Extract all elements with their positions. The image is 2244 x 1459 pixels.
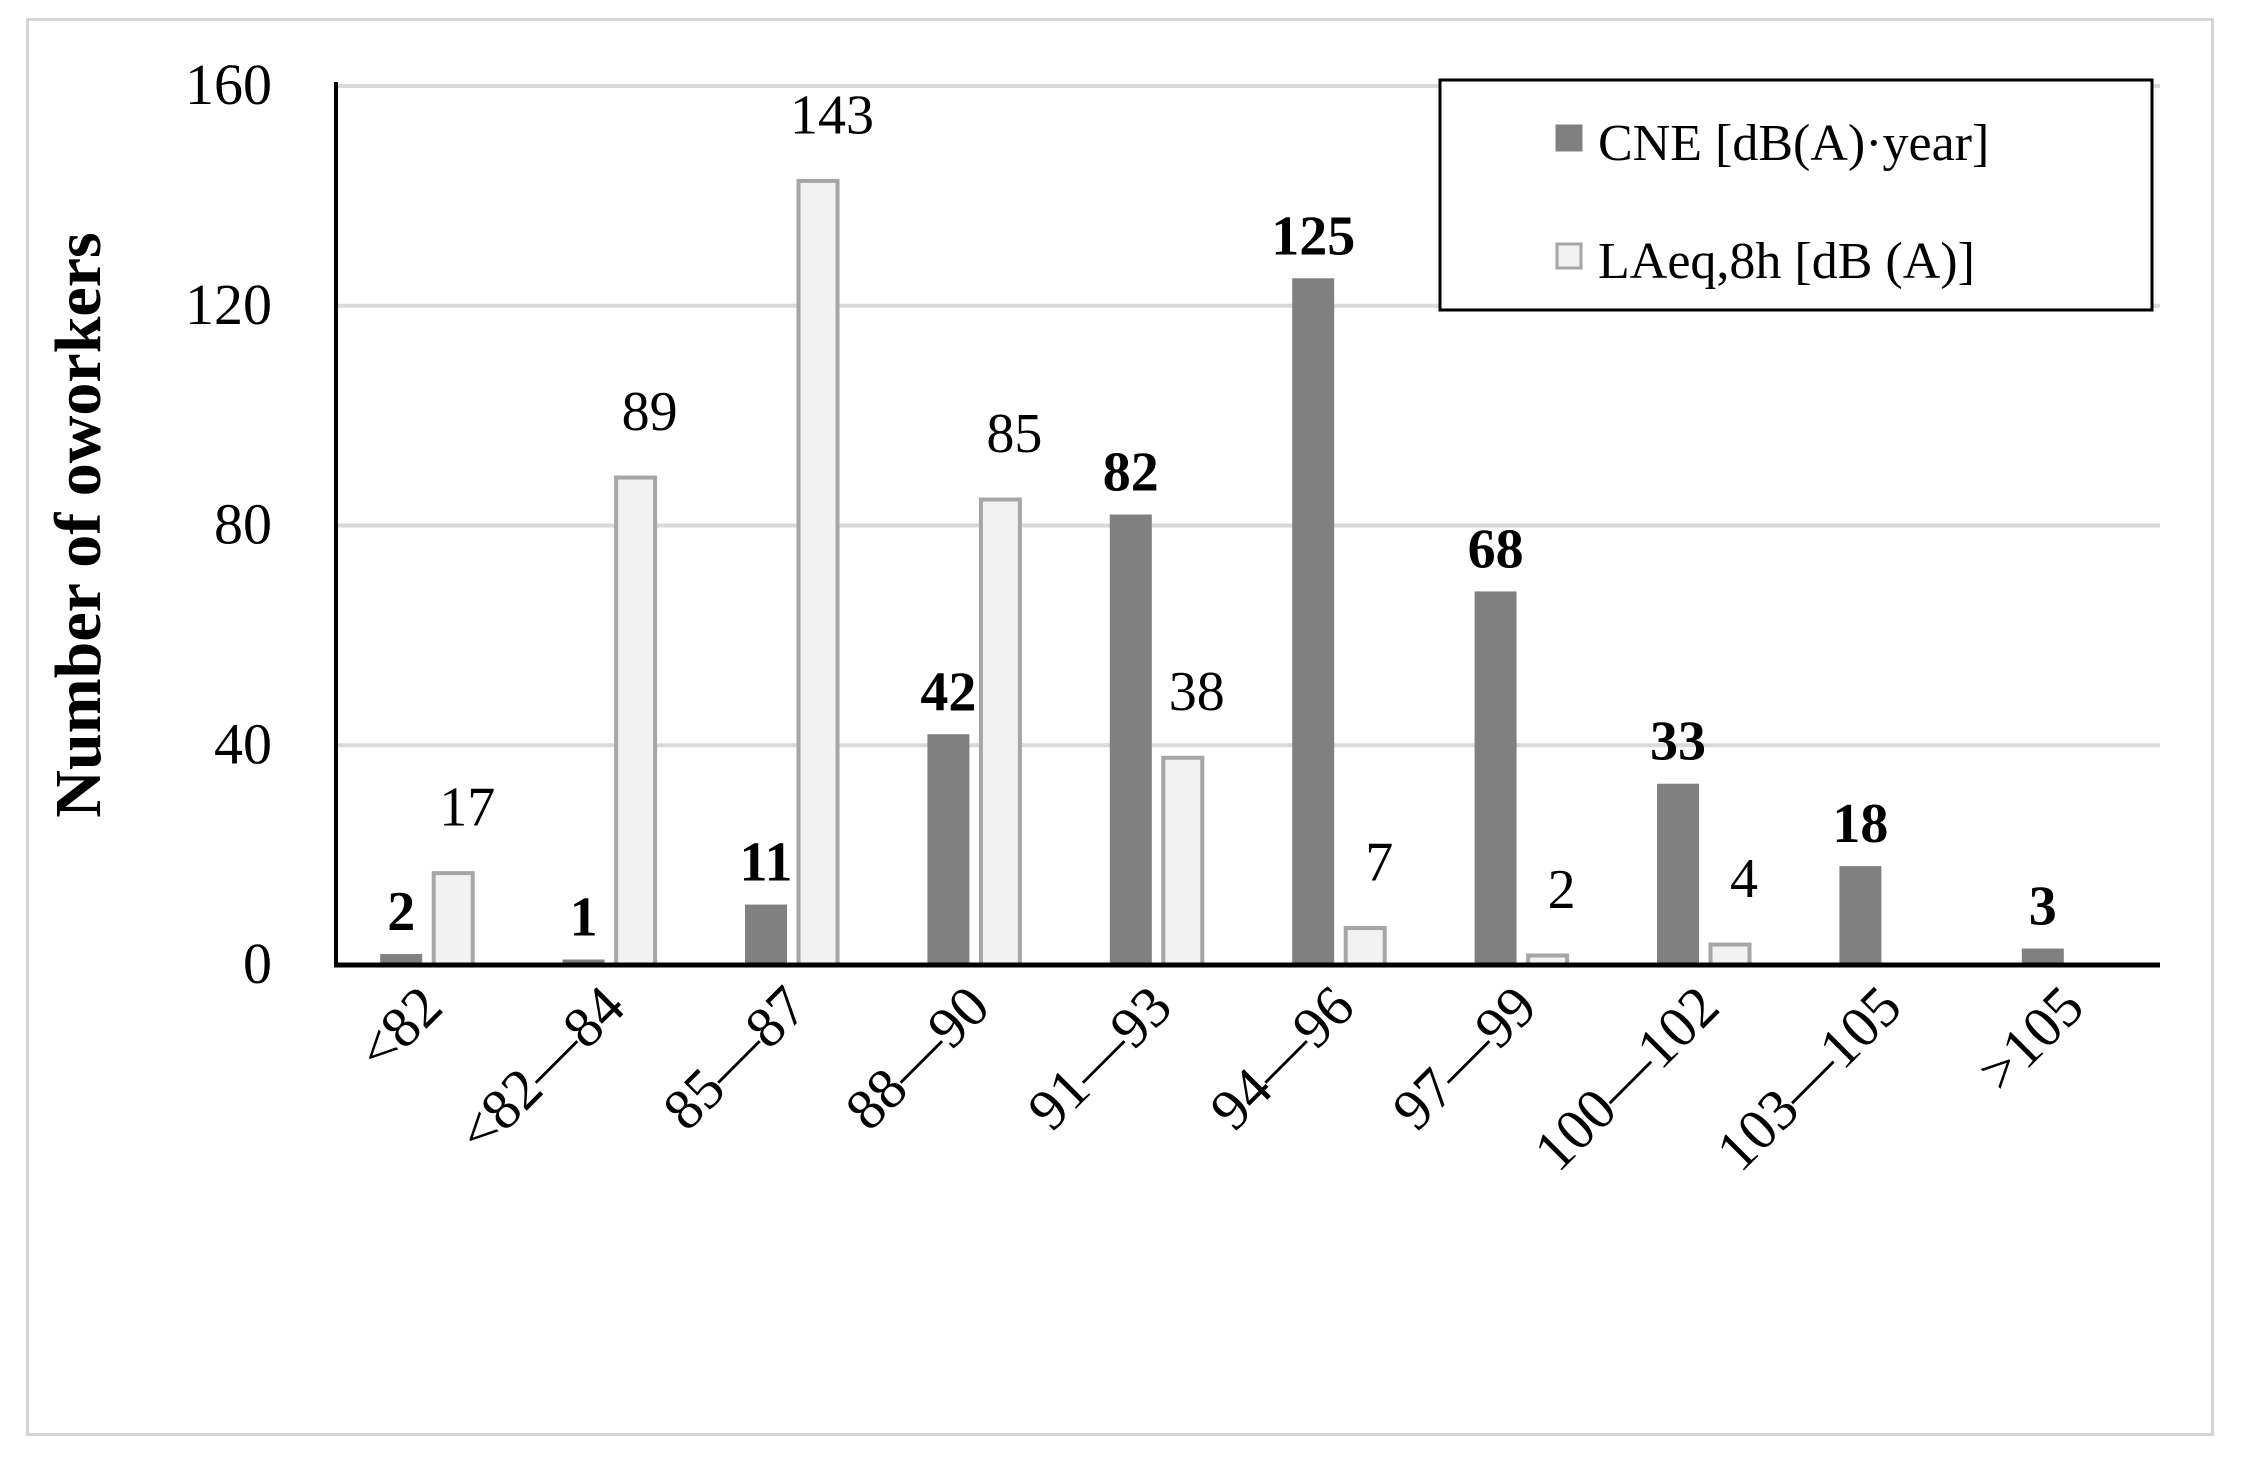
bar-laeq-3 — [978, 497, 1022, 967]
legend-box — [1438, 78, 2154, 312]
data-label-laeq-5: 7 — [1365, 832, 1393, 894]
bar-cne-9 — [2021, 948, 2064, 965]
bar-cne-2 — [745, 904, 787, 965]
data-label-cne-4: 82 — [1103, 442, 1159, 504]
y-tick-label-80: 80 — [214, 492, 272, 557]
bar-laeq-5 — [1343, 926, 1387, 968]
x-tick-label-5: 94—96 — [1197, 973, 1366, 1142]
data-label-laeq-6: 2 — [1548, 859, 1576, 921]
bar-cne-7 — [1657, 783, 1699, 965]
y-axis-label: Number of oworkers — [42, 232, 115, 817]
legend-swatch-cne — [1555, 124, 1583, 152]
bar-cne-3 — [927, 734, 970, 965]
data-label-cne-9: 3 — [2029, 876, 2057, 938]
data-label-laeq-7: 4 — [1730, 848, 1758, 910]
bar-laeq-0 — [431, 871, 475, 968]
data-labels: 2 17 1 89 11 143 42 85 82 38 125 7 68 2 33 4 18 3 — [387, 84, 2057, 948]
x-tick-label-8: 103—105 — [1704, 973, 1914, 1183]
data-label-cne-2: 11 — [740, 832, 793, 894]
legend: CNE [dB(A)·year] LAeq,8h [dB (A)] — [1438, 78, 2154, 312]
data-label-cne-7: 33 — [1650, 711, 1706, 773]
data-label-cne-8: 18 — [1832, 793, 1888, 855]
bar-cne-8 — [1839, 866, 1882, 965]
bar-laeq-2 — [796, 178, 840, 968]
data-label-laeq-2: 143 — [790, 84, 874, 146]
data-label-laeq-1: 89 — [622, 381, 678, 443]
x-tick-label-7: 100—102 — [1521, 973, 1731, 1183]
data-label-laeq-0: 17 — [439, 777, 495, 839]
data-label-cne-1: 1 — [570, 887, 598, 949]
y-tick-label-40: 40 — [214, 711, 272, 776]
data-label-laeq-3: 85 — [986, 403, 1042, 465]
x-tick-label-6: 97—99 — [1380, 973, 1549, 1142]
data-label-cne-6: 68 — [1468, 518, 1524, 580]
y-tick-label-0: 0 — [243, 931, 272, 996]
data-label-laeq-4: 38 — [1169, 661, 1225, 723]
bar-cne-5 — [1292, 278, 1335, 965]
legend-swatch-laeq — [1555, 242, 1583, 270]
bar-laeq-4 — [1161, 755, 1205, 967]
x-tick-label-0: <82 — [344, 973, 454, 1083]
legend-label-laeq: LAeq,8h [dB (A)] — [1598, 233, 1975, 290]
bar-cne-4 — [1109, 514, 1152, 965]
x-tick-label-4: 91—93 — [1015, 973, 1184, 1142]
data-label-cne-3: 42 — [920, 661, 976, 723]
y-tick-label-120: 120 — [185, 272, 272, 337]
y-tick-label-160: 160 — [185, 52, 272, 117]
bar-cne-1 — [562, 959, 605, 965]
data-label-cne-0: 2 — [387, 881, 415, 943]
bar-laeq-1 — [614, 475, 658, 967]
bar-cne-6 — [1474, 591, 1517, 965]
x-tick-label-2: 85—87 — [650, 973, 819, 1142]
x-tick-label-1: <82—84 — [445, 973, 637, 1165]
bars — [380, 178, 2064, 968]
axes — [334, 82, 2160, 968]
data-label-cne-5: 125 — [1271, 205, 1355, 267]
bar-laeq-7 — [1708, 942, 1752, 968]
bar-cne-0 — [380, 954, 423, 965]
x-tick-label-9: >105 — [1965, 973, 2096, 1104]
x-tick-label-3: 88—90 — [833, 973, 1002, 1142]
legend-label-cne: CNE [dB(A)·year] — [1598, 115, 1989, 172]
